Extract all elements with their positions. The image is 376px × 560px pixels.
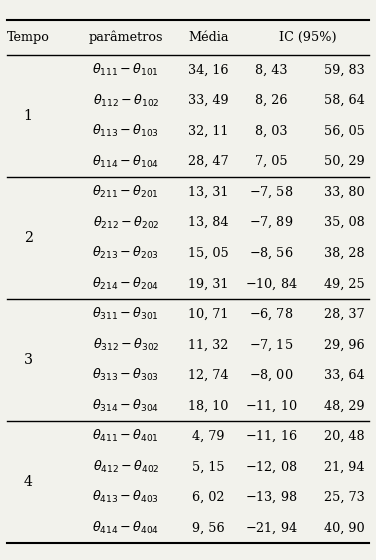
Text: $-$10, 84: $-$10, 84 bbox=[245, 276, 298, 292]
Text: 40, 90: 40, 90 bbox=[324, 521, 364, 534]
Text: 33, 64: 33, 64 bbox=[324, 369, 364, 382]
Text: 25, 73: 25, 73 bbox=[324, 491, 364, 504]
Text: $\theta_{112} - \theta_{102}$: $\theta_{112} - \theta_{102}$ bbox=[92, 92, 159, 109]
Text: 38, 28: 38, 28 bbox=[324, 247, 364, 260]
Text: 4: 4 bbox=[24, 475, 33, 489]
Text: $-$11, 10: $-$11, 10 bbox=[245, 398, 298, 414]
Text: $\theta_{312} - \theta_{302}$: $\theta_{312} - \theta_{302}$ bbox=[92, 337, 159, 353]
Text: 13, 84: 13, 84 bbox=[188, 216, 229, 229]
Text: $-$12, 08: $-$12, 08 bbox=[245, 459, 298, 475]
Text: 8, 43: 8, 43 bbox=[255, 64, 288, 77]
Text: Tempo: Tempo bbox=[7, 31, 50, 44]
Text: 6, 02: 6, 02 bbox=[193, 491, 225, 504]
Text: 18, 10: 18, 10 bbox=[188, 399, 229, 412]
Text: Média: Média bbox=[188, 31, 229, 44]
Text: 28, 47: 28, 47 bbox=[188, 155, 229, 168]
Text: $-$6, 78: $-$6, 78 bbox=[249, 306, 294, 322]
Text: 48, 29: 48, 29 bbox=[324, 399, 364, 412]
Text: $\theta_{412} - \theta_{402}$: $\theta_{412} - \theta_{402}$ bbox=[92, 459, 159, 475]
Text: $-$7, 58: $-$7, 58 bbox=[249, 184, 294, 200]
Text: $\theta_{313} - \theta_{303}$: $\theta_{313} - \theta_{303}$ bbox=[92, 367, 159, 384]
Text: 2: 2 bbox=[24, 231, 33, 245]
Text: 49, 25: 49, 25 bbox=[324, 277, 364, 290]
Text: $\theta_{413} - \theta_{403}$: $\theta_{413} - \theta_{403}$ bbox=[92, 489, 159, 506]
Text: $\theta_{114} - \theta_{104}$: $\theta_{114} - \theta_{104}$ bbox=[92, 153, 159, 170]
Text: 1: 1 bbox=[24, 109, 33, 123]
Text: 32, 11: 32, 11 bbox=[188, 125, 229, 138]
Text: $-$8, 56: $-$8, 56 bbox=[249, 245, 294, 261]
Text: $\theta_{212} - \theta_{202}$: $\theta_{212} - \theta_{202}$ bbox=[92, 214, 159, 231]
Text: 13, 31: 13, 31 bbox=[188, 186, 229, 199]
Text: 33, 80: 33, 80 bbox=[324, 186, 364, 199]
Text: 9, 56: 9, 56 bbox=[193, 521, 225, 534]
Text: $\theta_{414} - \theta_{404}$: $\theta_{414} - \theta_{404}$ bbox=[92, 520, 159, 536]
Text: 7, 05: 7, 05 bbox=[255, 155, 288, 168]
Text: 5, 15: 5, 15 bbox=[193, 460, 225, 473]
Text: $-$8, 00: $-$8, 00 bbox=[249, 367, 294, 383]
Text: 20, 48: 20, 48 bbox=[324, 430, 364, 443]
Text: 8, 03: 8, 03 bbox=[255, 125, 288, 138]
Text: 34, 16: 34, 16 bbox=[188, 64, 229, 77]
Text: 56, 05: 56, 05 bbox=[324, 125, 364, 138]
Text: $\theta_{214} - \theta_{204}$: $\theta_{214} - \theta_{204}$ bbox=[92, 276, 159, 292]
Text: 29, 96: 29, 96 bbox=[324, 338, 364, 351]
Text: IC (95%): IC (95%) bbox=[279, 31, 337, 44]
Text: $-$7, 89: $-$7, 89 bbox=[249, 215, 294, 231]
Text: 11, 32: 11, 32 bbox=[188, 338, 229, 351]
Text: $\theta_{211} - \theta_{201}$: $\theta_{211} - \theta_{201}$ bbox=[92, 184, 159, 200]
Text: parâmetros: parâmetros bbox=[89, 31, 163, 44]
Text: 21, 94: 21, 94 bbox=[324, 460, 364, 473]
Text: 50, 29: 50, 29 bbox=[324, 155, 364, 168]
Text: 15, 05: 15, 05 bbox=[188, 247, 229, 260]
Text: 28, 37: 28, 37 bbox=[324, 308, 364, 321]
Text: $\theta_{111} - \theta_{101}$: $\theta_{111} - \theta_{101}$ bbox=[92, 62, 159, 78]
Text: $\theta_{213} - \theta_{203}$: $\theta_{213} - \theta_{203}$ bbox=[92, 245, 159, 262]
Text: 12, 74: 12, 74 bbox=[188, 369, 229, 382]
Text: 59, 83: 59, 83 bbox=[324, 64, 364, 77]
Text: $-$21, 94: $-$21, 94 bbox=[245, 520, 298, 536]
Text: 35, 08: 35, 08 bbox=[324, 216, 364, 229]
Text: $-$7, 15: $-$7, 15 bbox=[249, 337, 294, 353]
Text: 10, 71: 10, 71 bbox=[188, 308, 229, 321]
Text: $\theta_{311} - \theta_{301}$: $\theta_{311} - \theta_{301}$ bbox=[92, 306, 159, 323]
Text: 4, 79: 4, 79 bbox=[193, 430, 225, 443]
Text: 8, 26: 8, 26 bbox=[255, 94, 288, 107]
Text: $-$13, 98: $-$13, 98 bbox=[245, 489, 298, 505]
Text: $\theta_{411} - \theta_{401}$: $\theta_{411} - \theta_{401}$ bbox=[92, 428, 159, 445]
Text: 58, 64: 58, 64 bbox=[324, 94, 364, 107]
Text: $\theta_{314} - \theta_{304}$: $\theta_{314} - \theta_{304}$ bbox=[92, 398, 159, 414]
Text: 33, 49: 33, 49 bbox=[188, 94, 229, 107]
Text: $\theta_{113} - \theta_{103}$: $\theta_{113} - \theta_{103}$ bbox=[92, 123, 159, 139]
Text: 19, 31: 19, 31 bbox=[188, 277, 229, 290]
Text: 3: 3 bbox=[24, 353, 33, 367]
Text: $-$11, 16: $-$11, 16 bbox=[245, 428, 298, 444]
